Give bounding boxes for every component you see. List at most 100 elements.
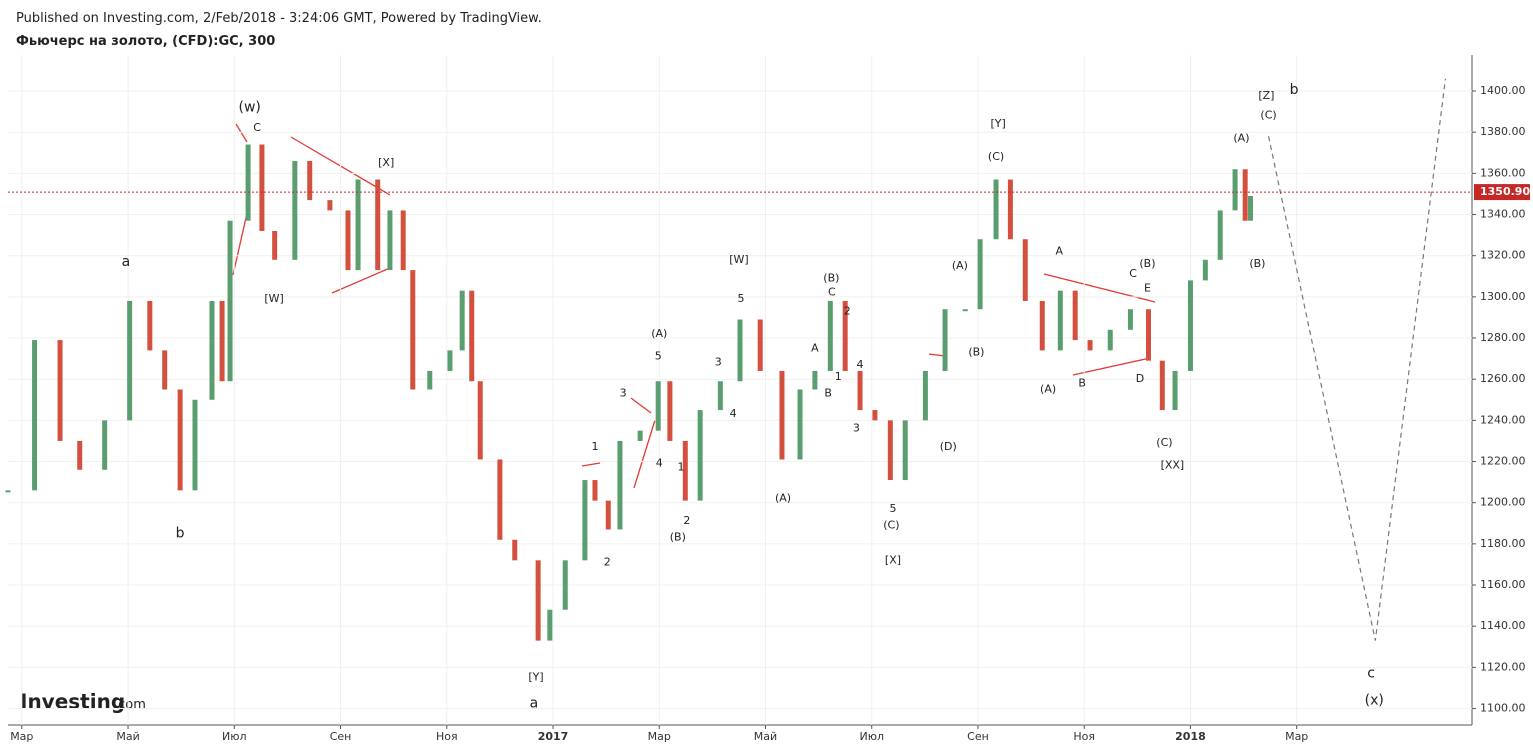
y-tick-label: 1180.00 [1480,537,1526,550]
y-tick-label: 1360.00 [1480,166,1526,179]
x-tick-label: Июл [222,730,247,743]
price-bar [469,290,475,382]
price-bar [1242,169,1248,221]
price-bar [427,370,433,390]
price-bar [962,309,968,312]
y-tick-label: 1240.00 [1480,413,1526,426]
price-bar [1145,309,1151,361]
wave-label: a [122,254,131,270]
wave-label: (C) [1260,109,1276,122]
price-bar [1007,179,1013,240]
price-bar [872,410,878,421]
price-bar [102,420,108,470]
price-bar [827,300,833,371]
wave-label: (A) [1233,131,1249,144]
price-bar [345,210,351,271]
wave-label: (B) [1249,257,1265,270]
wave-label: (C) [1156,436,1172,449]
price-bar [582,480,588,561]
wave-label: 2 [844,304,851,317]
wave-label: C [253,121,261,134]
price-bar [387,210,393,271]
x-tick-label: Июл [859,730,884,743]
wave-label: c [1367,666,1375,682]
price-bar [757,319,763,371]
y-tick-label: 1100.00 [1480,702,1526,715]
y-tick-label: 1300.00 [1480,290,1526,303]
wave-label: B [824,387,832,400]
wave-label: [W] [264,292,283,305]
x-tick-label: Май [116,730,139,743]
price-bar [1022,239,1028,301]
price-bar [682,440,688,501]
y-tick-label: 1340.00 [1480,208,1526,221]
wave-label: [X] [378,156,394,169]
wave-label: (A) [651,327,667,340]
wave-label: 2 [604,555,611,568]
y-tick-label: 1320.00 [1480,249,1526,262]
x-tick-label: Ноя [436,730,458,743]
wave-label: A [811,341,819,354]
price-bar [375,179,381,271]
wave-label: (C) [883,518,899,531]
price-bar [977,239,983,310]
wave-label: [X] [885,553,901,566]
price-bar [779,370,785,460]
wave-label: 3 [715,356,722,369]
y-tick-label: 1200.00 [1480,496,1526,509]
x-tick-label: Мар [1285,730,1308,743]
price-bar [1247,195,1253,221]
price-bar [245,144,251,221]
price-bar [667,381,673,441]
wave-label: b [176,526,185,542]
wave-label: 1 [591,440,598,453]
price-bar [127,300,133,421]
price-bar [512,539,518,561]
price-bar [737,319,743,382]
price-bar [942,309,948,371]
wave-label: 5 [655,350,662,363]
x-tick-label: Ноя [1073,730,1095,743]
price-bar [562,560,568,610]
price-bar [697,410,703,501]
wave-label: 4 [656,457,663,470]
wave-label: (A) [952,259,968,272]
price-bar [1127,309,1133,330]
price-bar [605,500,611,530]
price-bar [219,300,225,382]
wave-label: [Y] [528,671,543,684]
price-bar [1232,169,1238,211]
price-bar [637,430,643,441]
x-tick-label: 2017 [538,730,569,743]
last-price-box [1474,184,1530,201]
price-bar [717,381,723,411]
wave-label: [Z] [1258,89,1274,102]
price-bar [400,210,406,271]
price-bar [993,179,999,240]
price-bar [292,161,298,260]
price-bar [922,370,928,421]
price-bar [857,370,863,411]
y-tick-label: 1400.00 [1480,84,1526,97]
wave-label: b [1290,82,1299,98]
wave-label: D [1136,372,1144,385]
wave-label: (B) [968,345,984,358]
price-bar [1217,210,1223,260]
y-tick-label: 1380.00 [1480,125,1526,138]
projection-line [1267,78,1447,641]
wave-label: 1 [678,461,685,474]
wave-label: [XX] [1161,459,1185,472]
price-bar [147,300,153,351]
price-bar [812,370,818,390]
price-bar [227,220,233,382]
price-bar [459,290,465,351]
price-bar [655,381,661,431]
wave-label: (A) [775,492,791,505]
price-bar [32,340,38,491]
wave-label: C [1129,267,1137,280]
published-note: Published on Investing.com, 2/Feb/2018 -… [16,11,542,26]
y-tick-label: 1280.00 [1480,331,1526,344]
y-tick-label: 1260.00 [1480,372,1526,385]
wave-label: 2 [683,514,690,527]
